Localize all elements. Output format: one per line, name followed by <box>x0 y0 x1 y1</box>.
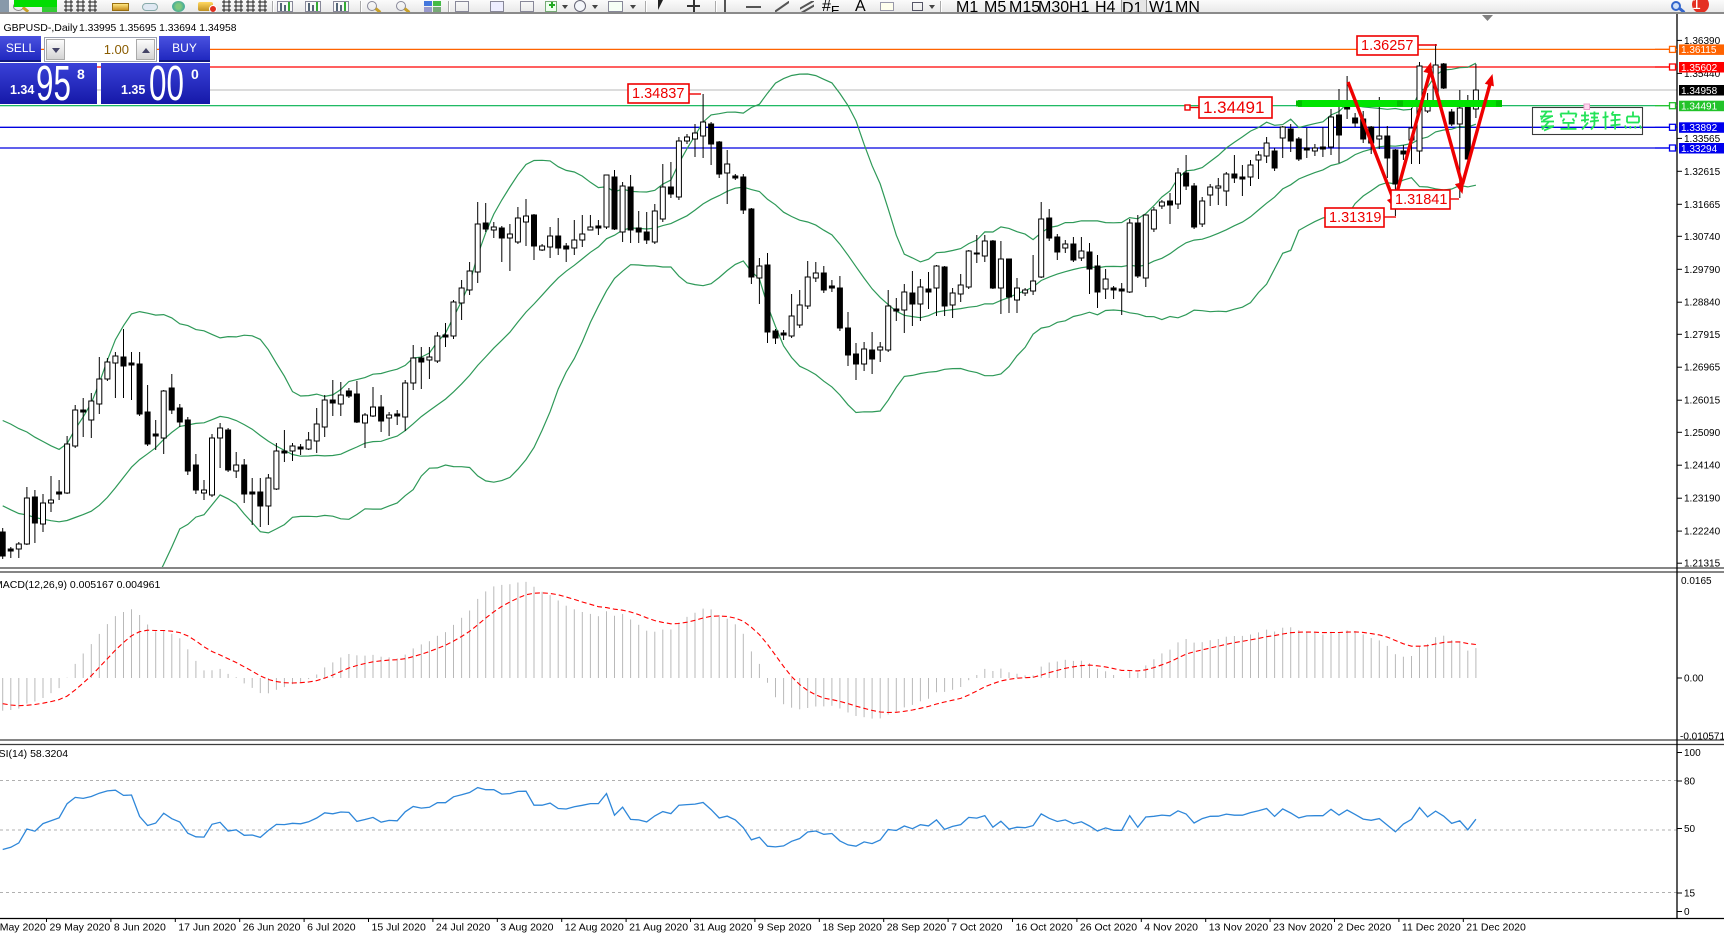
svg-text:1.34958: 1.34958 <box>1681 86 1718 97</box>
svg-text:1.21315: 1.21315 <box>1684 559 1721 570</box>
svg-text:4 Nov 2020: 4 Nov 2020 <box>1144 922 1198 934</box>
svg-text:1.34491: 1.34491 <box>1203 98 1264 117</box>
svg-text:1.27915: 1.27915 <box>1684 330 1721 341</box>
svg-text:7 Oct 2020: 7 Oct 2020 <box>951 922 1003 934</box>
svg-text:1.31665: 1.31665 <box>1684 200 1721 211</box>
svg-text:8 Jun 2020: 8 Jun 2020 <box>114 922 166 934</box>
svg-text:6 Jul 2020: 6 Jul 2020 <box>307 922 356 934</box>
svg-text:21 May 2020: 21 May 2020 <box>0 922 46 934</box>
svg-text:1.36257: 1.36257 <box>1361 38 1413 54</box>
svg-text:50: 50 <box>1684 824 1696 835</box>
svg-text:21 Aug 2020: 21 Aug 2020 <box>629 922 688 934</box>
svg-text:1.31319: 1.31319 <box>1329 210 1381 226</box>
svg-text:1.29790: 1.29790 <box>1684 265 1721 276</box>
svg-text:26 Jun 2020: 26 Jun 2020 <box>243 922 301 934</box>
svg-text:2 Dec 2020: 2 Dec 2020 <box>1338 922 1392 934</box>
svg-text:1.24140: 1.24140 <box>1684 461 1721 472</box>
svg-text:12 Aug 2020: 12 Aug 2020 <box>565 922 624 934</box>
svg-text:28 Sep 2020: 28 Sep 2020 <box>887 922 947 934</box>
svg-text:17 Jun 2020: 17 Jun 2020 <box>178 922 236 934</box>
svg-text:-0.010571: -0.010571 <box>1680 732 1724 743</box>
svg-text:29 May 2020: 29 May 2020 <box>50 922 111 934</box>
svg-text:24 Jul 2020: 24 Jul 2020 <box>436 922 490 934</box>
svg-text:1.26015: 1.26015 <box>1684 396 1721 407</box>
svg-text:1.28840: 1.28840 <box>1684 298 1721 309</box>
svg-text:18 Sep 2020: 18 Sep 2020 <box>822 922 882 934</box>
svg-text:1.22240: 1.22240 <box>1684 527 1721 538</box>
svg-text:0.00: 0.00 <box>1684 674 1704 685</box>
svg-text:9 Sep 2020: 9 Sep 2020 <box>758 922 812 934</box>
svg-text:1.23190: 1.23190 <box>1684 494 1721 505</box>
svg-text:1.33892: 1.33892 <box>1681 123 1718 134</box>
svg-text:1.36115: 1.36115 <box>1681 45 1717 56</box>
svg-text:1.35602: 1.35602 <box>1681 63 1718 74</box>
svg-text:15 Jul 2020: 15 Jul 2020 <box>372 922 426 934</box>
svg-text:15: 15 <box>1684 889 1696 900</box>
svg-text:16 Oct 2020: 16 Oct 2020 <box>1016 922 1073 934</box>
svg-text:1.32615: 1.32615 <box>1684 167 1721 178</box>
svg-text:1.33294: 1.33294 <box>1681 144 1718 155</box>
svg-text:0: 0 <box>1684 907 1690 918</box>
svg-text:23 Nov 2020: 23 Nov 2020 <box>1273 922 1333 934</box>
svg-text:1.25090: 1.25090 <box>1684 428 1721 439</box>
svg-text:13 Nov 2020: 13 Nov 2020 <box>1209 922 1269 934</box>
svg-text:0.0165: 0.0165 <box>1681 576 1712 587</box>
svg-text:1.26965: 1.26965 <box>1684 363 1721 374</box>
svg-text:11 Dec 2020: 11 Dec 2020 <box>1402 922 1461 934</box>
svg-text:MACD(12,26,9) 0.005167 0.00496: MACD(12,26,9) 0.005167 0.004961 <box>0 579 161 591</box>
svg-text:1.34491: 1.34491 <box>1681 102 1718 113</box>
svg-text:31 Aug 2020: 31 Aug 2020 <box>694 922 753 934</box>
svg-text:80: 80 <box>1684 777 1696 788</box>
svg-text:26 Oct 2020: 26 Oct 2020 <box>1080 922 1137 934</box>
svg-text:RSI(14) 58.3204: RSI(14) 58.3204 <box>0 748 68 760</box>
svg-text:21 Dec 2020: 21 Dec 2020 <box>1466 922 1526 934</box>
svg-text:GBPUSD-,Daily: GBPUSD-,Daily <box>4 22 79 34</box>
svg-text:3 Aug 2020: 3 Aug 2020 <box>500 922 553 934</box>
svg-text:100: 100 <box>1684 748 1701 759</box>
svg-text:1.31841: 1.31841 <box>1395 192 1447 208</box>
svg-text:1.33995 1.35695 1.33694 1.3495: 1.33995 1.35695 1.33694 1.34958 <box>79 23 237 34</box>
svg-text:1.34837: 1.34837 <box>632 86 684 102</box>
svg-text:1.30740: 1.30740 <box>1684 232 1721 243</box>
